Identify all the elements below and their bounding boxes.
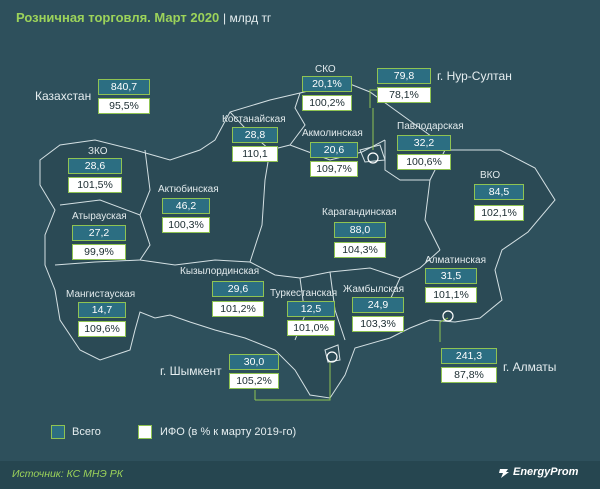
region-total-almaty-region: 31,5 <box>425 268 477 284</box>
region-index-turkestan: 101,0% <box>287 320 335 336</box>
region-total-zhambyl: 24,9 <box>352 297 404 313</box>
almaty-marker <box>442 310 454 322</box>
region-label-zhambyl: Жамбылская <box>343 284 404 295</box>
region-total-akmola: 20,6 <box>310 142 358 158</box>
legend-index-swatch <box>138 425 152 439</box>
region-total-vko: 84,5 <box>474 184 524 200</box>
region-total-almaty-city: 241,3 <box>441 348 497 364</box>
legend-index-label: ИФО (в % к марту 2019-го) <box>160 426 297 438</box>
region-index-vko: 102,1% <box>474 205 524 221</box>
region-index-sko: 100,2% <box>302 95 352 111</box>
region-label-aktobe: Актюбинская <box>158 184 219 195</box>
kazakhstan-total: 840,7 <box>98 79 150 95</box>
region-label-almaty-city: г. Алматы <box>503 360 557 374</box>
region-label-zko: ЗКО <box>88 146 108 157</box>
region-index-almaty-region: 101,1% <box>425 287 477 303</box>
region-index-aktobe: 100,3% <box>162 217 210 233</box>
legend-total-label: Всего <box>72 426 101 438</box>
page-title: Розничная торговля. Март 2020 <box>16 10 220 25</box>
region-total-nur-sultan: 79,8 <box>377 68 431 84</box>
region-label-pavlodar: Павлодарская <box>397 121 464 132</box>
region-total-pavlodar: 32,2 <box>397 135 451 151</box>
region-label-vko: ВКО <box>480 170 501 181</box>
region-index-mangystau: 109,6% <box>78 321 126 337</box>
energyprom-logo: EnergyProm <box>513 466 579 478</box>
callout-lines <box>254 89 449 401</box>
region-total-zko: 28,6 <box>68 158 122 174</box>
region-total-mangystau: 14,7 <box>78 302 126 318</box>
region-index-nur-sultan: 78,1% <box>377 87 431 103</box>
region-total-atyrau: 27,2 <box>72 225 126 241</box>
shymkent-marker <box>326 351 338 363</box>
region-label-almaty-region: Алматинская <box>425 255 486 266</box>
region-label-shymkent: г. Шымкент <box>160 364 222 378</box>
region-index-kostanay: 110,1 <box>232 146 278 162</box>
region-index-atyrau: 99,9% <box>72 244 126 260</box>
region-index-zko: 101,5% <box>68 177 122 193</box>
kazakhstan-index: 95,5% <box>98 98 150 114</box>
region-label-turkestan: Туркестанская <box>270 288 338 299</box>
region-index-shymkent: 105,2% <box>229 373 279 389</box>
region-total-kostanay: 28,8 <box>232 127 278 143</box>
region-label-kostanay: Костанайская <box>222 114 286 125</box>
region-label-nur-sultan: г. Нур-Султан <box>437 69 512 83</box>
region-total-karaganda: 88,0 <box>334 222 386 238</box>
region-label-sko: СКО <box>315 64 336 75</box>
region-index-zhambyl: 103,3% <box>352 316 404 332</box>
region-total-sko: 20,1% <box>302 76 352 92</box>
kazakhstan-label: Казахстан <box>35 89 92 103</box>
source-note: Источник: КС МНЭ РК <box>12 468 123 480</box>
unit-label: | млрд тг <box>223 11 272 25</box>
footer-bar <box>0 461 600 489</box>
region-total-aktobe: 46,2 <box>162 198 210 214</box>
region-label-akmola: Акмолинская <box>302 128 363 139</box>
region-index-akmola: 109,7% <box>310 161 358 177</box>
region-label-mangystau: Мангистауская <box>66 289 136 300</box>
region-index-karaganda: 104,3% <box>334 242 386 258</box>
legend-total-swatch <box>51 425 65 439</box>
region-index-pavlodar: 100,6% <box>397 154 451 170</box>
region-index-kyzylorda: 101,2% <box>212 301 264 317</box>
region-index-almaty-city: 87,8% <box>441 367 497 383</box>
region-label-atyrau: Атырауская <box>72 211 127 222</box>
nur-sultan-marker <box>367 152 379 164</box>
region-total-kyzylorda: 29,6 <box>212 281 264 297</box>
region-total-turkestan: 12,5 <box>287 301 335 317</box>
region-label-kyzylorda: Кызылординская <box>180 266 260 277</box>
region-label-karaganda: Карагандинская <box>322 207 397 218</box>
energyprom-logo-icon <box>499 469 509 478</box>
region-total-shymkent: 30,0 <box>229 354 279 370</box>
